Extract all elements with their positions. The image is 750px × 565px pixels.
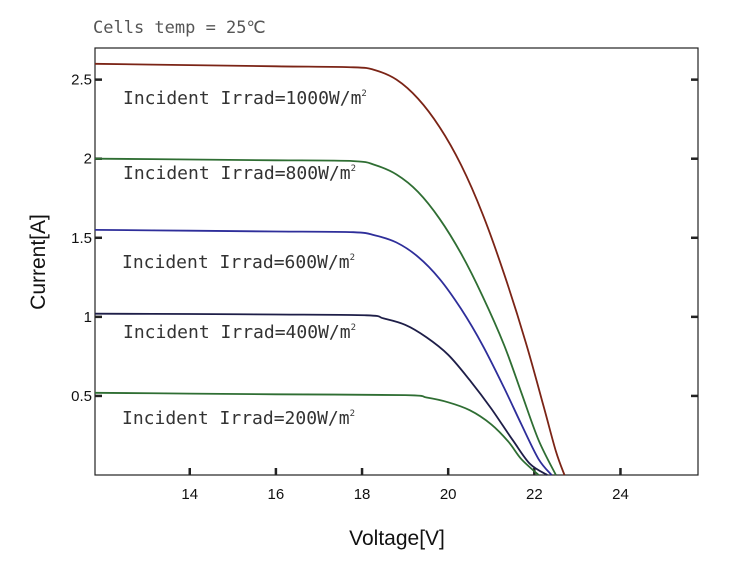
curve-label-exponent: 2: [361, 89, 366, 99]
x-tick-label: 16: [268, 486, 285, 503]
curve-label: Incident Irrad=400W/m2: [123, 322, 356, 343]
iv-curve: [94, 312, 548, 476]
plot-frame: [94, 47, 699, 476]
x-tick-label: 24: [612, 486, 629, 503]
chart-title: Cells temp = 25℃: [93, 18, 266, 38]
curve-label-group: Incident Irrad=1000W/m2 Incident Irrad=80…: [122, 88, 367, 429]
x-tick-label: 22: [526, 486, 543, 503]
y-axis-label: Current[A]: [27, 214, 50, 310]
x-tick-label: 20: [440, 486, 457, 503]
iv-curve: [94, 62, 566, 476]
x-tick-label: 14: [181, 486, 198, 503]
iv-curve: [94, 157, 557, 476]
y-tick-label: 2.5: [71, 72, 92, 89]
curve-group: [94, 62, 566, 476]
curve-label: Incident Irrad=200W/m2: [122, 408, 355, 429]
curve-label: Incident Irrad=1000W/m2: [123, 88, 367, 109]
curve-label-exponent: 2: [351, 323, 356, 333]
curve-label-exponent: 2: [350, 409, 355, 419]
iv-curve: [94, 391, 540, 476]
y-tick-label: 0.5: [71, 388, 92, 405]
x-tick-label: 18: [354, 486, 371, 503]
y-tick-label: 2: [84, 151, 92, 168]
x-axis-ticks: 14 16 18 20 22 24: [181, 468, 629, 503]
curve-label-exponent: 2: [351, 164, 356, 174]
iv-curve: [94, 229, 553, 476]
curve-label: Incident Irrad=600W/m2: [122, 252, 355, 273]
y-tick-label: 1: [84, 309, 92, 326]
curve-label-exponent: 2: [350, 253, 355, 263]
x-axis-label: Voltage[V]: [349, 527, 445, 550]
curve-label: Incident Irrad=800W/m2: [123, 163, 356, 184]
y-axis-ticks: 0.5 1 1.5 2 2.5: [71, 72, 698, 405]
y-tick-label: 1.5: [71, 230, 92, 247]
